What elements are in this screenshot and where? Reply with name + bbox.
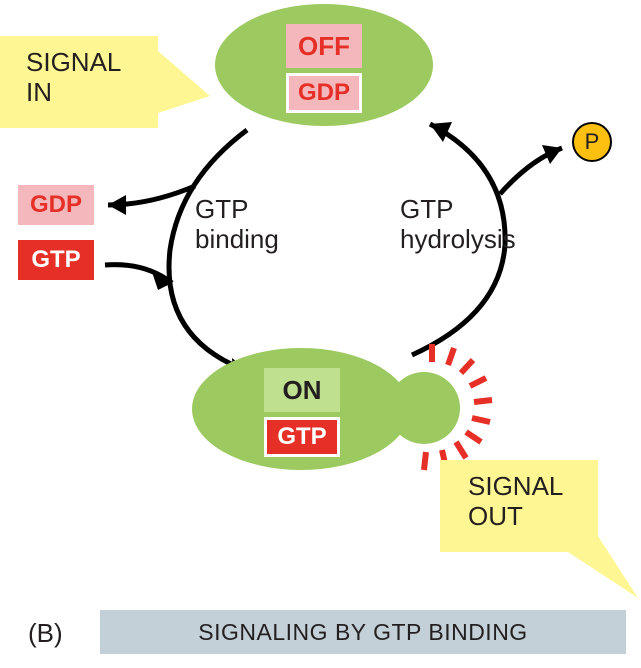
gdp-top-box: GDP: [286, 73, 362, 113]
diagram-canvas: SIGNAL IN OFF GDP GDP GTP GTP binding G: [0, 0, 641, 668]
gdp-free-box: GDP: [18, 185, 94, 225]
gtp-hydrolysis-label: GTP hydrolysis: [400, 195, 516, 255]
gdp-free-label: GDP: [30, 191, 82, 219]
gtp-free-box: GTP: [18, 240, 94, 280]
activation-rays: [370, 340, 510, 480]
on-state-box: ON: [264, 368, 340, 412]
off-label: OFF: [298, 31, 350, 62]
panel-letter: (B): [28, 618, 63, 649]
signal-in-label: SIGNAL IN: [26, 48, 121, 108]
phosphate-icon: P: [572, 122, 612, 162]
caption-bar: SIGNALING BY GTP BINDING: [100, 610, 626, 654]
phosphate-label: P: [585, 129, 600, 155]
off-state-box: OFF: [286, 24, 362, 68]
gtp-binding-label: GTP binding: [195, 195, 279, 255]
on-label: ON: [283, 375, 322, 406]
gtp-bottom-box: GTP: [264, 417, 340, 457]
gtp-free-label: GTP: [31, 246, 80, 274]
gtp-bottom-label: GTP: [277, 423, 326, 451]
signal-out-label: SIGNAL OUT: [468, 472, 563, 532]
gdp-top-label: GDP: [298, 79, 350, 107]
caption-text: SIGNALING BY GTP BINDING: [198, 619, 527, 646]
